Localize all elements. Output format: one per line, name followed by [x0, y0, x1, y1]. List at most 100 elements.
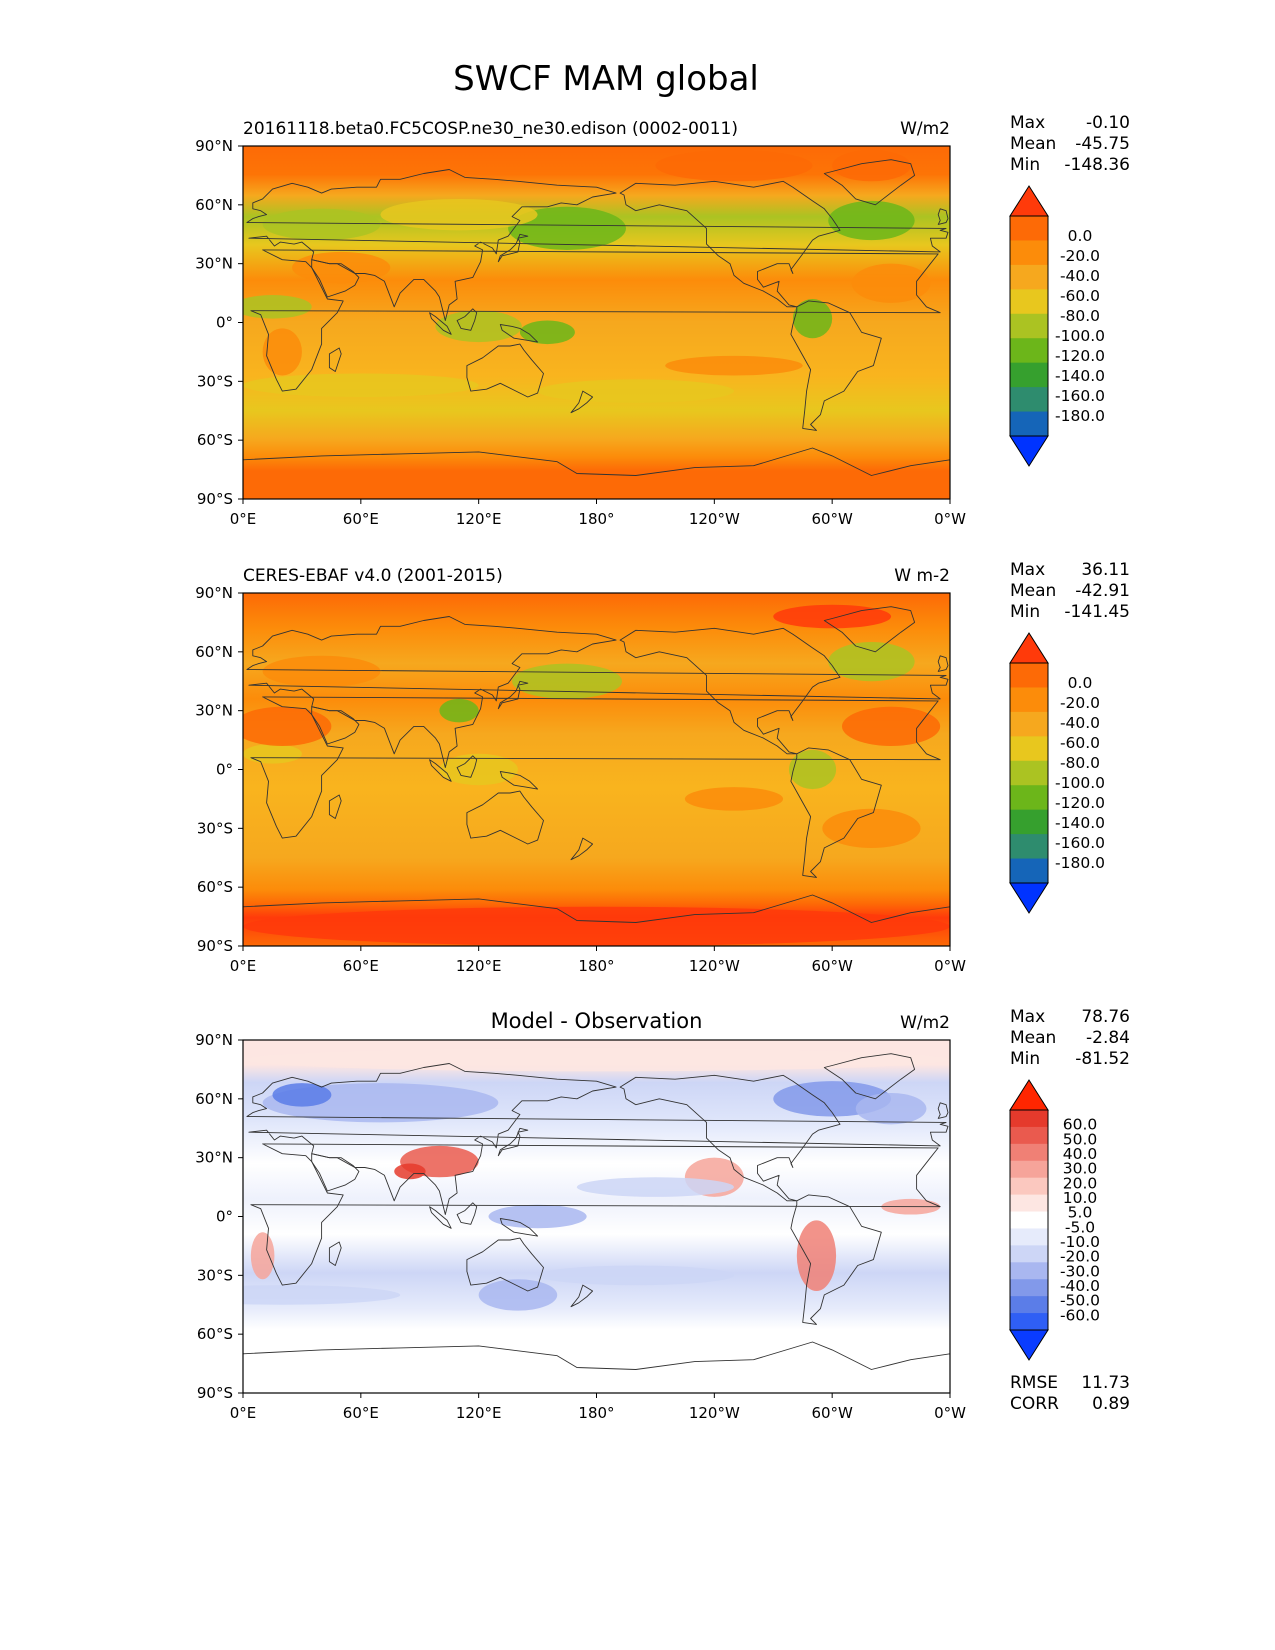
y-tick-label: 60°S — [197, 1325, 233, 1343]
colorbar-tick-label: -160.0 — [1055, 834, 1105, 852]
colorbar-extend-max — [1009, 1079, 1049, 1111]
colorbar-tick-label: -180.0 — [1055, 854, 1105, 872]
panel-units: W m-2 — [894, 566, 950, 586]
panel-units: W/m2 — [900, 119, 950, 139]
coastline-sumatra — [429, 1206, 452, 1229]
x-tick-label: 60°W — [811, 1404, 853, 1422]
coastline-greenland — [823, 1053, 916, 1100]
x-tick-label: 0°E — [230, 957, 257, 975]
colorbar-segment — [1010, 1211, 1048, 1229]
y-tick-label: 30°N — [195, 255, 233, 273]
x-tick-label: 180° — [578, 957, 614, 975]
coastline-greenland — [823, 606, 916, 653]
map-field — [243, 146, 950, 499]
y-tick-label: 30°S — [197, 372, 233, 390]
field-anomaly-region — [262, 655, 381, 688]
colorbar-segment — [1010, 736, 1048, 762]
x-tick-label: 60°E — [343, 957, 379, 975]
stat-min-label: Min — [1010, 1049, 1040, 1069]
stat-min-label: Min — [1010, 155, 1040, 175]
coastline-arabia — [311, 259, 360, 298]
colorbar-tick-label: 5.0 — [1068, 1204, 1093, 1222]
x-tick-label: 180° — [578, 1404, 614, 1422]
colorbar-segment — [1010, 687, 1048, 713]
colorbar-tick-label: -180.0 — [1055, 407, 1105, 425]
field-anomaly-region — [796, 1220, 837, 1292]
colorbar-tick-label: 30.0 — [1063, 1160, 1098, 1178]
colorbar-segment — [1010, 387, 1048, 413]
colorbar-segment — [1010, 411, 1048, 437]
x-tick-label: 0°E — [230, 1404, 257, 1422]
y-tick-label: 30°S — [197, 819, 233, 837]
colorbar-tick-label: 60.0 — [1063, 1116, 1098, 1134]
field-anomaly-region — [243, 906, 950, 946]
y-tick-label: 0° — [216, 314, 233, 332]
stat-min-label: Min — [1010, 602, 1040, 622]
coastline-australia — [466, 1237, 544, 1292]
field-anomaly-region — [855, 1092, 927, 1125]
colorbar-tick-label: -120.0 — [1055, 347, 1105, 365]
coastline-arabia — [311, 706, 360, 745]
x-tick-label: 120°W — [689, 510, 740, 528]
colorbar-tick-label: 0.0 — [1068, 227, 1093, 245]
panels: 20161118.beta0.FC5COSP.ne30_ne30.edison … — [195, 113, 1130, 1422]
colorbar-tick-label: -160.0 — [1055, 387, 1105, 405]
field-anomaly-region — [788, 749, 837, 790]
colorbar-segment — [1010, 760, 1048, 786]
colorbar-extend-min — [1009, 882, 1049, 914]
y-tick-label: 0° — [216, 761, 233, 779]
colorbar-tick-label: -30.0 — [1060, 1262, 1100, 1280]
coastline-uk — [937, 1102, 949, 1119]
coastline-south-america — [790, 300, 882, 431]
x-tick-label: 60°E — [343, 510, 379, 528]
coastline-uk — [937, 208, 949, 225]
coastline-japan — [497, 1127, 529, 1157]
colorbar-tick-label: -5.0 — [1065, 1218, 1095, 1236]
x-tick-label: 120°E — [456, 1404, 502, 1422]
coastline-antarctica — [243, 894, 950, 946]
coastline-borneo — [456, 755, 478, 778]
field-anomaly-region — [262, 328, 302, 376]
colorbar-tick-label: -80.0 — [1060, 754, 1100, 772]
x-tick-label: 0°W — [934, 510, 966, 528]
coastline-arabia — [311, 1153, 360, 1192]
x-tick-label: 120°E — [456, 957, 502, 975]
colorbar-segment — [1010, 785, 1048, 811]
coastline-borneo — [456, 308, 478, 331]
x-tick-label: 120°W — [689, 957, 740, 975]
panel-model: 20161118.beta0.FC5COSP.ne30_ne30.edison … — [195, 113, 1130, 528]
coastline-madagascar — [328, 794, 342, 819]
field-anomaly-region — [262, 208, 381, 241]
coastline-new-zealand — [570, 1284, 594, 1308]
field-background — [243, 593, 950, 946]
x-tick-label: 60°W — [811, 957, 853, 975]
panel-diff: Model - Observation W/m2 Max 78.76 Mean -2.84… — [195, 1007, 1130, 1422]
colorbar-segment — [1010, 1228, 1048, 1246]
rmse-value: 11.73 — [1081, 1373, 1130, 1393]
coastline-new-zealand — [570, 390, 594, 414]
stat-max-label: Max — [1010, 560, 1045, 580]
field-anomaly-region — [488, 1204, 587, 1229]
coastline-south-america — [790, 747, 882, 878]
stat-max-value: -0.10 — [1086, 113, 1130, 133]
panel-left-title: CERES-EBAF v4.0 (2001-2015) — [243, 566, 503, 586]
field-anomaly-region — [292, 251, 391, 284]
y-tick-label: 30°S — [197, 1266, 233, 1284]
field-anomaly-region — [512, 663, 623, 699]
field-anomaly-region — [380, 198, 538, 231]
colorbar-tick-label: -120.0 — [1055, 794, 1105, 812]
coastline-new-guinea — [499, 771, 539, 790]
field-anomaly-region — [243, 706, 332, 746]
field-anomaly-region — [243, 1047, 950, 1072]
y-tick-label: 60°S — [197, 431, 233, 449]
field-anomaly-region — [243, 1285, 401, 1305]
coastline-north-america — [619, 180, 841, 308]
field-anomaly-region — [576, 1177, 734, 1197]
field-anomaly-region — [851, 263, 931, 303]
field-anomaly-region — [832, 149, 911, 182]
coastline-new-zealand — [570, 837, 594, 861]
coastline-borneo — [456, 1202, 478, 1225]
colorbar-segment — [1010, 1194, 1048, 1213]
field-background — [243, 146, 950, 499]
